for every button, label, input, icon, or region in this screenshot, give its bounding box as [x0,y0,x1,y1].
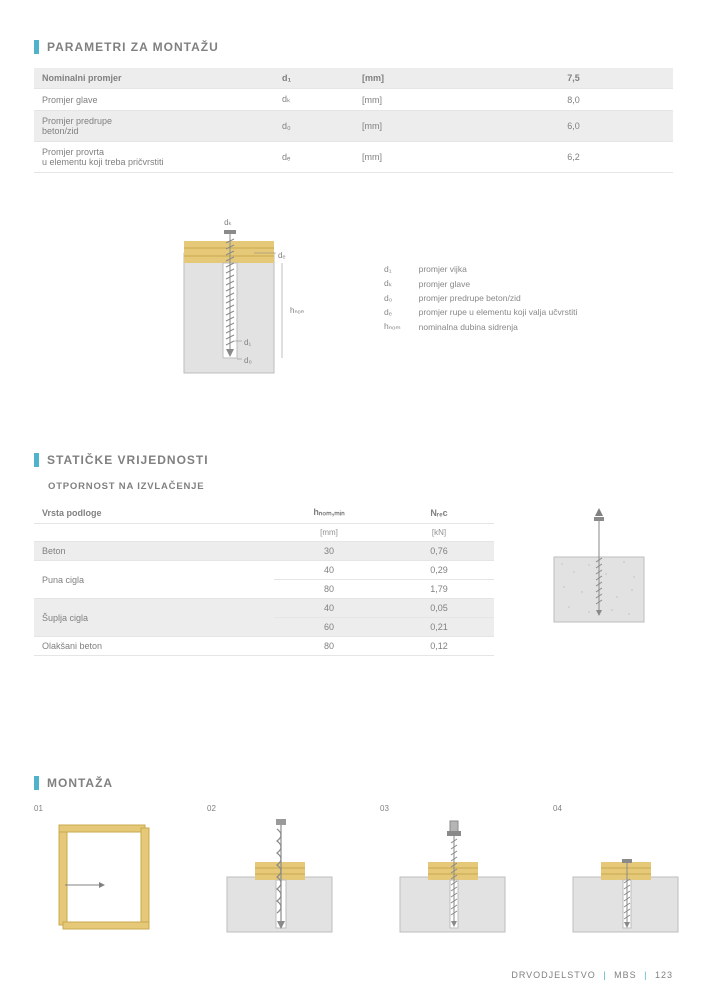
table-row: Puna cigla400,29 [34,561,494,580]
svg-text:d₀: d₀ [244,356,252,365]
th-unit: [mm] [354,68,474,89]
footer-section: DRVODJELSTVO [511,970,595,980]
step-drill-icon [207,817,352,937]
step-01: 01 [34,804,179,939]
svg-text:hₙₒₘ: hₙₒₘ [290,306,304,315]
section-marker [34,453,39,467]
section-staticke-header: STATIČKE VRIJEDNOSTI [34,453,673,467]
svg-text:dₑ: dₑ [278,251,285,260]
step-done-icon [553,817,698,937]
footer-page: 123 [655,970,673,980]
staticke-wrap: Vrsta podloge hₙₒₘ,ₘᵢₙ Nᵣₑc [mm] [kN] Be… [34,502,673,656]
section-parametri-header: PARAMETRI ZA MONTAŽU [34,40,673,54]
staticke-table: Vrsta podloge hₙₒₘ,ₘᵢₙ Nᵣₑc [mm] [kN] Be… [34,502,494,656]
anchor-diagram: dₖ dₑ hₙₒₘ d₁ d₀ [164,213,304,383]
section-montaza-header: MONTAŽA [34,776,673,790]
step-03: 03 [380,804,525,939]
step-drive-icon [380,817,525,937]
svg-text:d₁: d₁ [244,338,251,347]
step-frame-icon [34,817,179,937]
table-row: Beton300,76 [34,542,494,561]
table-row: Promjer predrupe beton/zid d₀ [mm] 6,0 [34,111,673,142]
step-04: 04 [553,804,698,939]
table-row: Promjer provrta u elementu koji treba pr… [34,142,673,173]
section-marker [34,40,39,54]
diagram-row: dₖ dₑ hₙₒₘ d₁ d₀ d₁promjer vijka dₖpromj… [34,213,673,383]
section-title: MONTAŽA [47,776,113,790]
table-row: Šuplja cigla400,05 [34,599,494,618]
th-sym: d₁ [274,68,354,89]
subsection-title: OTPORNOST NA IZVLAČENJE [48,481,673,492]
table-row: Promjer glave dₖ [mm] 8,0 [34,89,673,111]
svg-text:dₖ: dₖ [224,218,232,227]
th-val: 7,5 [474,68,673,89]
step-02: 02 [207,804,352,939]
section-title: PARAMETRI ZA MONTAŽU [47,40,219,54]
legend-table: d₁promjer vijka dₖpromjer glave d₀promje… [374,261,587,335]
pullout-icon [534,502,664,632]
table-row: Olakšani beton800,12 [34,637,494,656]
th-name: Nominalni promjer [34,68,274,89]
montaza-steps: 01 02 [34,804,673,939]
footer-product: MBS [614,970,637,980]
page-footer: DRVODJELSTVO | MBS | 123 [511,970,673,980]
section-title: STATIČKE VRIJEDNOSTI [47,453,209,467]
parametri-table: Nominalni promjer d₁ [mm] 7,5 Promjer gl… [34,68,673,173]
section-marker [34,776,39,790]
